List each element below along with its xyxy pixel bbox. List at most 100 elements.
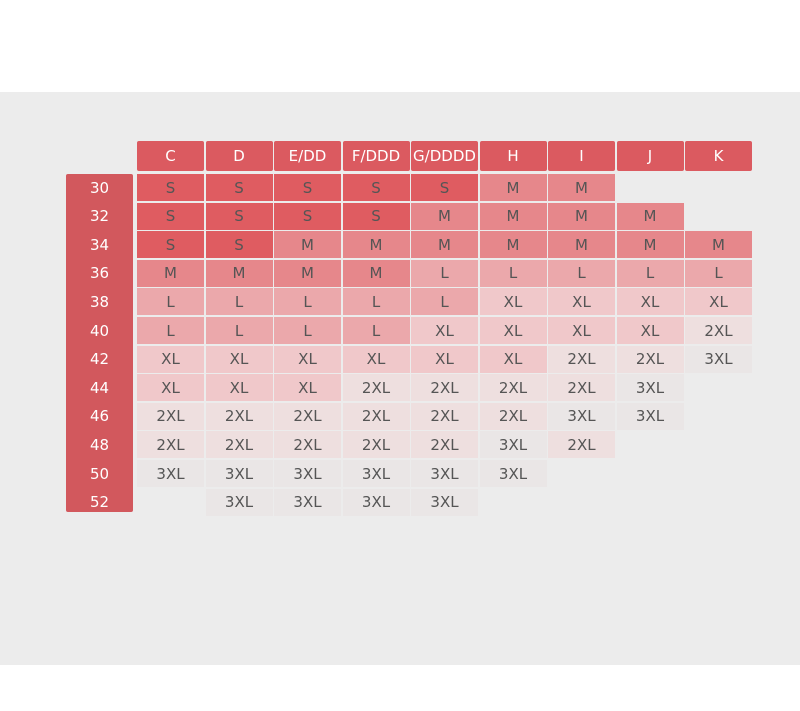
size-cell: L — [411, 288, 478, 316]
column-header: K — [685, 141, 752, 171]
size-cell: 2XL — [342, 402, 410, 430]
size-cell: 2XL — [479, 402, 547, 430]
size-cell: XL — [479, 317, 547, 344]
size-cell: L — [616, 259, 684, 287]
size-cell: L — [205, 317, 273, 344]
size-cell: XL — [274, 374, 341, 402]
size-cell: 3XL — [205, 488, 273, 516]
size-cell: XL — [479, 345, 547, 373]
size-cell: L — [548, 259, 615, 287]
band-label: 34 — [89, 235, 110, 254]
size-cell: S — [342, 202, 410, 230]
size-cell: 2XL — [411, 374, 478, 402]
size-cell: S — [137, 202, 204, 230]
size-cell: 2XL — [137, 431, 204, 459]
size-cell: 2XL — [685, 317, 752, 344]
band-label: 46 — [89, 407, 110, 426]
size-cell: S — [274, 202, 341, 230]
band-column — [66, 174, 133, 512]
size-cell: M — [479, 202, 547, 230]
size-cell: L — [479, 259, 547, 287]
size-cell: L — [274, 288, 341, 316]
size-cell: M — [411, 202, 478, 230]
size-cell: M — [342, 231, 410, 259]
size-cell: 3XL — [137, 460, 204, 487]
size-cell: M — [685, 231, 752, 259]
band-label: 32 — [89, 207, 110, 226]
size-cell: S — [205, 174, 273, 201]
band-label: 42 — [89, 350, 110, 369]
band-label: 38 — [89, 292, 110, 311]
size-cell: XL — [342, 345, 410, 373]
size-cell: 3XL — [342, 460, 410, 487]
band-label: 50 — [89, 464, 110, 483]
size-cell: S — [411, 174, 478, 201]
size-cell: 2XL — [205, 402, 273, 430]
size-cell: 2XL — [411, 431, 478, 459]
size-cell: L — [137, 317, 204, 344]
size-cell: 2XL — [616, 345, 684, 373]
column-header: E/DD — [274, 141, 341, 171]
size-cell: 3XL — [548, 402, 615, 430]
column-header: H — [479, 141, 547, 171]
size-cell: 2XL — [548, 374, 615, 402]
column-header: J — [616, 141, 684, 171]
size-cell: XL — [411, 345, 478, 373]
band-label: 52 — [89, 493, 110, 512]
size-cell: M — [616, 202, 684, 230]
column-header: F/DDD — [342, 141, 410, 171]
size-cell: L — [137, 288, 204, 316]
column-header: D — [205, 141, 273, 171]
column-header: G/DDDD — [411, 141, 478, 171]
size-cell: XL — [411, 317, 478, 344]
size-cell: L — [274, 317, 341, 344]
size-cell: 2XL — [274, 402, 341, 430]
size-cell: XL — [548, 288, 615, 316]
size-cell: M — [479, 174, 547, 201]
size-cell: M — [274, 231, 341, 259]
size-cell: 3XL — [411, 488, 478, 516]
size-cell: M — [548, 174, 615, 201]
column-header: I — [548, 141, 615, 171]
size-cell: M — [411, 231, 478, 259]
size-cell: S — [205, 202, 273, 230]
size-cell: XL — [137, 374, 204, 402]
size-cell: 3XL — [274, 460, 341, 487]
size-cell: 3XL — [616, 374, 684, 402]
band-label: 30 — [89, 178, 110, 197]
size-cell: M — [548, 231, 615, 259]
band-label: 48 — [89, 435, 110, 454]
band-label: 44 — [89, 378, 110, 397]
band-label: 36 — [89, 264, 110, 283]
size-cell: 3XL — [205, 460, 273, 487]
size-cell: M — [137, 259, 204, 287]
size-cell: L — [685, 259, 752, 287]
size-cell: L — [205, 288, 273, 316]
size-cell: M — [205, 259, 273, 287]
size-cell: M — [342, 259, 410, 287]
size-cell: XL — [205, 374, 273, 402]
size-cell: 2XL — [548, 345, 615, 373]
size-cell: 3XL — [342, 488, 410, 516]
size-cell: L — [411, 259, 478, 287]
size-cell: S — [274, 174, 341, 201]
size-cell: 3XL — [616, 402, 684, 430]
size-cell: XL — [479, 288, 547, 316]
size-cell: XL — [548, 317, 615, 344]
size-cell: XL — [205, 345, 273, 373]
size-cell: 3XL — [411, 460, 478, 487]
size-cell: M — [274, 259, 341, 287]
size-cell: M — [616, 231, 684, 259]
size-cell: 2XL — [411, 402, 478, 430]
size-cell: 2XL — [137, 402, 204, 430]
size-cell: 3XL — [479, 460, 547, 487]
size-cell: XL — [137, 345, 204, 373]
size-cell: S — [137, 174, 204, 201]
size-cell: XL — [616, 317, 684, 344]
size-cell: M — [548, 202, 615, 230]
size-cell: 2XL — [479, 374, 547, 402]
column-header: C — [137, 141, 204, 171]
size-cell: S — [342, 174, 410, 201]
size-cell: S — [205, 231, 273, 259]
